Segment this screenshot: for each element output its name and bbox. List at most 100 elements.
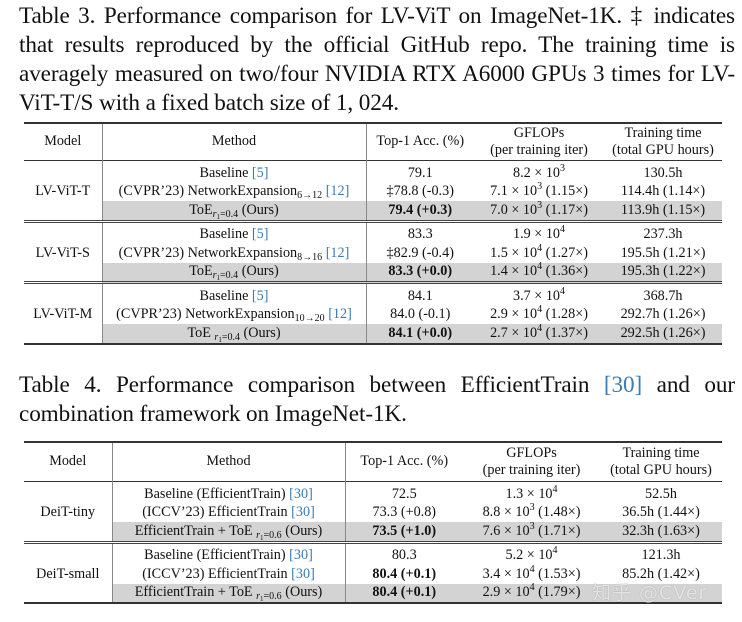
method-cell: Baseline [5] [102,282,367,306]
gflops-cell: 5.2 × 104 [505,545,558,564]
header-model: Model [24,123,103,161]
method-cell: (ICCV’23) EfficientTrain [30] [112,565,346,584]
table-row: (ICCV’23) EfficientTrain [30] 73.3 (+0.8)… [24,503,722,522]
top1-cell: 84.1 [407,287,433,304]
citation-link[interactable]: [12] [325,183,350,199]
citation-link[interactable]: [30] [603,372,643,398]
method-cell: ToE r1=0.4 (Ours) [102,324,367,344]
model-cell: DeiT-tiny [24,481,113,542]
table-row: ToEr1=0.4 (Ours) 79.4 (+0.3) 7.0 × 103 (1.… [24,200,722,221]
top1-cell: 84.1 (+0.0) [366,324,474,344]
table-row: ToEr1=0.4 (Ours) 83.3 (+0.0) 1.4 × 104 (1.… [24,262,722,283]
header-training-time: Training time (total GPU hours) [612,124,714,159]
method-subscript: 10→20 [294,313,325,324]
method-subscript: r1=0.6 [256,591,282,603]
training-time-cell: 292.7h (1.26×) [620,306,706,322]
gflops-cell: 1.9 × 104 [512,224,566,243]
top1-cell: 80.4 (+0.1) [345,583,463,603]
gflops-cell: 2.9 × 104 (1.79×) [463,583,600,603]
method-subscript: 8→16 [297,251,323,263]
method-cell: (CVPR’23) NetworkExpansion8→16 [12] [102,244,367,263]
training-time-cell: 237.3h [643,226,683,242]
method-subscript: r1=0.4 [212,270,239,282]
table4: Model Method Top-1 Acc. (%) GFLOPs (per t… [24,441,722,604]
training-time-cell: 32.3h (1.63×) [600,522,722,542]
method-cell: EfficientTrain + ToE r1=0.6 (Ours) [112,583,346,603]
method-subscript: 6→12 [297,190,323,201]
method-cell: Baseline [5] [102,221,367,244]
table-row: LV-ViT-T Baseline [5] 79.1 8.2 × 103 130.5h [24,160,722,221]
top1-cell: ‡78.8 (-0.3) [386,183,454,199]
citation-link[interactable]: [5] [251,287,269,304]
method-cell: Baseline (EfficientTrain) [30] [112,542,346,565]
citation-link[interactable]: [5] [251,226,269,242]
training-time-cell [600,583,722,603]
table-row: EfficientTrain + ToE r1=0.6 (Ours) 80.4 (… [24,583,722,603]
header-gflops: GFLOPs (per training iter) [490,124,588,159]
table3: Model Method Top-1 Acc. (%) GFLOPs (per t… [24,122,722,345]
table-row: (CVPR’23) NetworkExpansion8→16 [12] ‡82.9… [24,243,722,263]
watermark: 知乎 @CVer [592,582,708,604]
top1-cell: 73.3 (+0.8) [372,504,437,520]
training-time-cell: 114.4h (1.14×) [620,183,706,199]
top1-cell: 73.5 (+1.0) [345,522,463,542]
method-cell: Baseline [5] [102,160,367,183]
training-time-cell: 195.5h (1.21×) [620,244,706,261]
header-top1: Top-1 Acc. (%) [376,133,465,150]
model-cell: LV-ViT-S [24,221,103,283]
method-cell: (CVPR’23) NetworkExpansion6→12 [12] [102,182,367,201]
citation-link[interactable]: [12] [328,306,352,322]
top1-cell: 83.3 (+0.0) [366,262,474,283]
header-top1: Top-1 Acc. (%) [360,453,449,470]
training-time-cell: 121.3h [641,547,681,563]
citation-link[interactable]: [30] [291,504,315,520]
method-subscript: r1=0.4 [214,331,240,344]
gflops-cell: 8.2 × 103 [512,162,566,181]
header-model: Model [24,442,113,482]
table-row: ToE r1=0.4 (Ours) 84.1 (+0.0) 2.7 × 104 (1… [24,323,722,344]
table-row: EfficientTrain + ToE r1=0.6 (Ours) 73.5 (… [24,521,722,542]
table-row: (CVPR’23) NetworkExpansion6→12 [12] ‡78.8… [24,181,722,201]
table4-caption: Table 4. Performance comparison between … [19,372,735,427]
gflops-cell: 7.1 × 103 (1.15×) [490,181,588,200]
table-row: DeiT-tiny Baseline (EfficientTrain) [30] 7… [24,481,722,542]
top1-cell: 72.5 [391,485,417,502]
gflops-cell: 3.4 × 104 (1.53×) [482,563,581,582]
table-row: LV-ViT-S Baseline [5] 83.3 1.9 × 104 237.3h [24,221,722,283]
method-cell: (ICCV’23) EfficientTrain [30] [112,503,346,522]
citation-link[interactable]: [5] [251,164,269,181]
gflops-cell: 2.9 × 104 (1.28×) [490,304,588,323]
top1-cell: ‡82.9 (-0.4) [386,244,454,261]
table-row: LV-ViT-M Baseline [5] 84.1 3.7 × 104 368.7h [24,282,722,344]
gflops-cell: 7.6 × 103 (1.71×) [463,521,600,542]
training-time-cell: 195.3h (1.22×) [604,262,722,283]
top1-cell: 79.4 (+0.3) [366,201,474,221]
method-subscript: r1=0.4 [212,208,239,221]
table4-caption-label: Table 4. [19,372,102,398]
training-time-cell: 292.5h (1.26×) [604,324,722,344]
dagger-symbol: ‡ [630,3,645,29]
table-row: (ICCV’23) EfficientTrain [30] 80.4 (+0.1)… [24,563,722,584]
model-cell: LV-ViT-M [24,282,103,344]
table-row: (CVPR’23) NetworkExpansion10→20 [12] 84.0… [24,304,722,324]
method-subscript: r1=0.6 [256,529,282,542]
top1-cell: 80.4 (+0.1) [372,565,437,582]
training-time-cell: 130.5h [643,164,683,181]
citation-link[interactable]: [30] [291,565,315,582]
table3-caption-label: Table 3. [19,3,96,29]
header-training-time: Training time (total GPU hours) [610,444,712,479]
method-cell: (CVPR’23) NetworkExpansion10→20 [12] [102,305,367,324]
top1-cell: 79.1 [407,164,433,181]
model-cell: LV-ViT-T [24,160,103,221]
header-method: Method [112,442,346,482]
gflops-cell: 7.0 × 103 (1.17×) [474,200,604,221]
top1-cell: 80.3 [391,547,417,563]
training-time-cell: 113.9h (1.15×) [604,201,722,221]
citation-link[interactable]: [12] [325,244,350,261]
model-cell: DeiT-small [24,542,113,603]
header-gflops: GFLOPs (per training iter) [482,444,581,479]
training-time-cell: 85.2h (1.42×) [622,565,700,582]
citation-link[interactable]: [30] [289,547,313,563]
citation-link[interactable]: [30] [289,485,313,502]
table-row: DeiT-small Baseline (EfficientTrain) [30]… [24,542,722,603]
